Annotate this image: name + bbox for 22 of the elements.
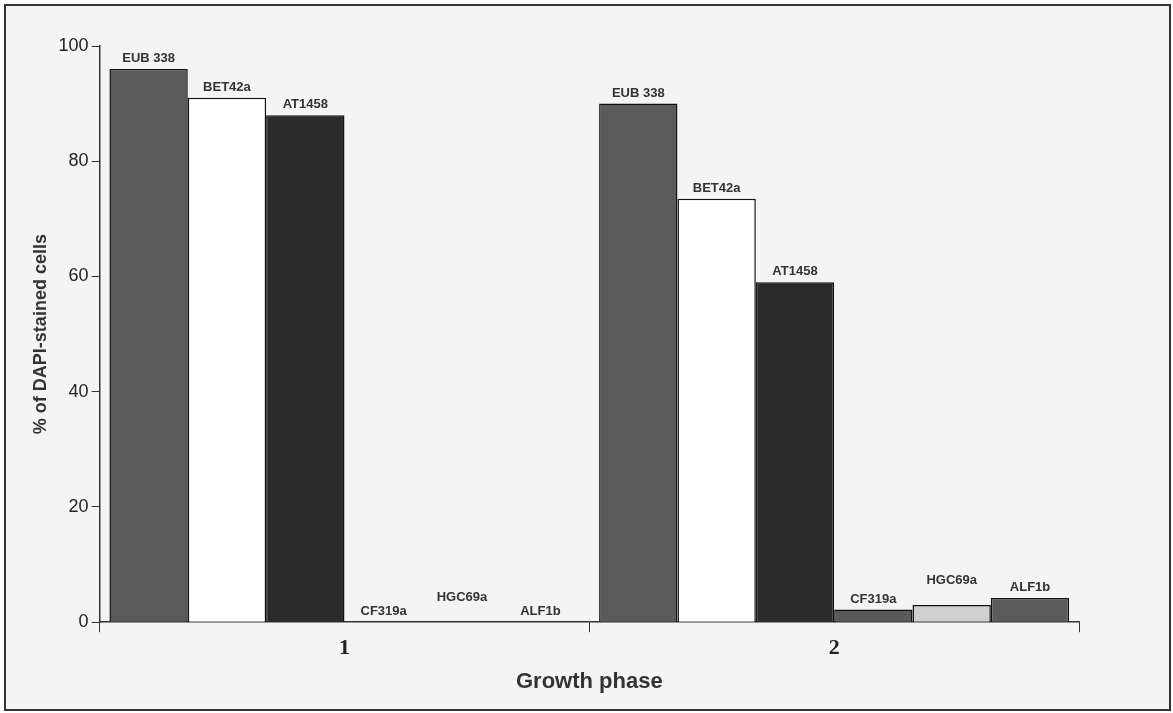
y-tick-label: 60 <box>68 265 89 286</box>
series-label: ALF1b <box>1009 579 1051 595</box>
y-tick-label: 20 <box>68 495 89 516</box>
series-label: BET42a <box>692 179 742 195</box>
series-label: HGC69a <box>926 571 978 587</box>
text: AT1458 <box>772 263 818 279</box>
series-label: CF319a <box>850 590 898 606</box>
y-tick-label: 100 <box>58 34 89 55</box>
text: CF319a <box>360 603 407 619</box>
text: ALF1b <box>520 603 561 619</box>
text: EUB 338 <box>611 84 665 100</box>
series-label: AT1458 <box>282 96 328 112</box>
x-tick-label: 1 <box>338 634 350 660</box>
text: HGC69a <box>436 589 488 605</box>
series-label: EUB 338 <box>122 50 175 66</box>
y-tick-label: 0 <box>78 611 89 632</box>
x-tick-label: 2 <box>828 634 840 660</box>
y-tick-label: 80 <box>68 150 89 171</box>
x-axis-title: Growth phase <box>515 667 663 693</box>
text: BET42a <box>203 78 251 94</box>
y-tick-label: 40 <box>68 380 89 401</box>
y-axis-title: % of DAPI-stained cells <box>29 234 50 435</box>
